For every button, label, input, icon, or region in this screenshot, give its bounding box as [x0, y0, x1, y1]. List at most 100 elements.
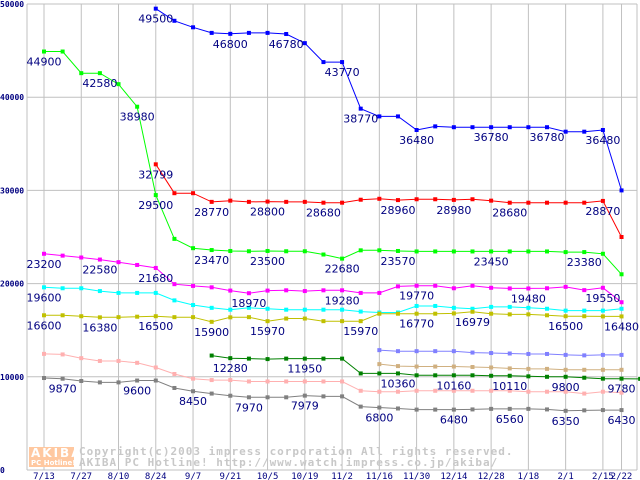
data-point [526, 389, 531, 394]
data-point [321, 60, 326, 65]
data-point [172, 372, 177, 377]
data-label: 18970 [231, 297, 266, 310]
site-url-text: AKIBA PC Hotline! http://www.watch.impre… [79, 456, 498, 469]
data-point [545, 366, 550, 371]
data-point [172, 385, 177, 390]
data-point [340, 256, 345, 261]
data-label: 10360 [380, 377, 415, 390]
data-point [470, 197, 475, 202]
data-point [228, 198, 233, 203]
data-label: 42580 [82, 77, 117, 90]
data-point [433, 249, 438, 254]
data-point [116, 260, 121, 265]
data-point [507, 351, 512, 356]
data-point [265, 248, 270, 253]
x-tick-label: 11/16 [366, 472, 393, 480]
data-point [228, 393, 233, 398]
data-point [79, 314, 84, 319]
data-point [228, 288, 233, 293]
data-point [153, 314, 158, 319]
data-point [42, 351, 46, 356]
data-point [265, 395, 270, 400]
data-label: 36780 [530, 131, 565, 144]
data-label: 28870 [585, 205, 620, 218]
data-label: 28960 [380, 204, 415, 217]
data-point [358, 106, 363, 111]
x-tick-label: 8/24 [145, 472, 167, 480]
data-label: 8450 [179, 395, 207, 408]
data-point [340, 394, 345, 399]
data-point [321, 288, 326, 293]
data-point [545, 306, 550, 311]
data-point [79, 286, 84, 291]
data-label: 28680 [306, 207, 341, 220]
data-point [545, 389, 550, 394]
data-point [395, 114, 400, 119]
data-point [619, 235, 624, 239]
data-point [42, 251, 46, 256]
data-point [377, 290, 382, 295]
data-point [507, 388, 512, 393]
data-label: 49500 [138, 13, 173, 26]
data-label: 23450 [474, 255, 509, 268]
data-point [60, 286, 65, 291]
data-point [97, 380, 102, 385]
data-label: 19600 [27, 291, 62, 304]
series-magenta [42, 251, 624, 305]
data-point [265, 30, 270, 35]
data-point [619, 352, 624, 357]
data-point [395, 406, 400, 411]
data-point [395, 311, 400, 316]
data-point [284, 379, 289, 384]
series-tan [377, 362, 624, 372]
data-point [433, 197, 438, 202]
data-label: 6430 [608, 414, 636, 427]
data-point [116, 82, 121, 87]
data-point [228, 31, 233, 36]
data-point [377, 389, 382, 394]
data-point [433, 349, 438, 354]
data-point [60, 376, 65, 381]
y-tick-label: 20000 [0, 280, 24, 289]
series-dark-green [209, 353, 640, 381]
data-point [489, 285, 494, 290]
data-point [563, 200, 568, 205]
data-label: 29500 [138, 199, 173, 212]
data-point [563, 367, 568, 372]
series-pink [42, 351, 624, 396]
data-point [284, 288, 289, 293]
data-point [489, 311, 494, 316]
y-axis-ticks: 0 10000 20000 30000 40000 50000 [0, 0, 24, 475]
data-point [414, 249, 419, 254]
data-point [582, 408, 587, 413]
data-point [209, 353, 214, 358]
data-point [209, 391, 214, 396]
data-point [79, 255, 84, 260]
data-point [395, 248, 400, 253]
data-label: 46780 [269, 38, 304, 51]
data-point [395, 371, 400, 376]
data-point [489, 198, 494, 203]
series-line-dark-green [211, 355, 640, 380]
data-label: 46800 [213, 38, 248, 51]
series-line-blue [155, 8, 622, 191]
data-point [582, 391, 587, 396]
x-tick-label: 9/21 [219, 472, 241, 480]
data-point [582, 375, 587, 380]
data-point [135, 104, 140, 109]
data-point [545, 125, 550, 130]
data-point [284, 356, 289, 361]
data-point [545, 351, 550, 356]
data-point [489, 249, 494, 254]
data-point [79, 356, 84, 361]
data-label: 16500 [138, 320, 173, 333]
data-point [228, 315, 233, 320]
data-point [563, 389, 568, 394]
data-point [116, 380, 121, 385]
data-label: 21680 [138, 272, 173, 285]
data-point [358, 371, 363, 376]
data-point [507, 125, 512, 130]
data-point [526, 305, 531, 310]
data-point [451, 311, 456, 316]
data-label: 11950 [287, 363, 322, 376]
